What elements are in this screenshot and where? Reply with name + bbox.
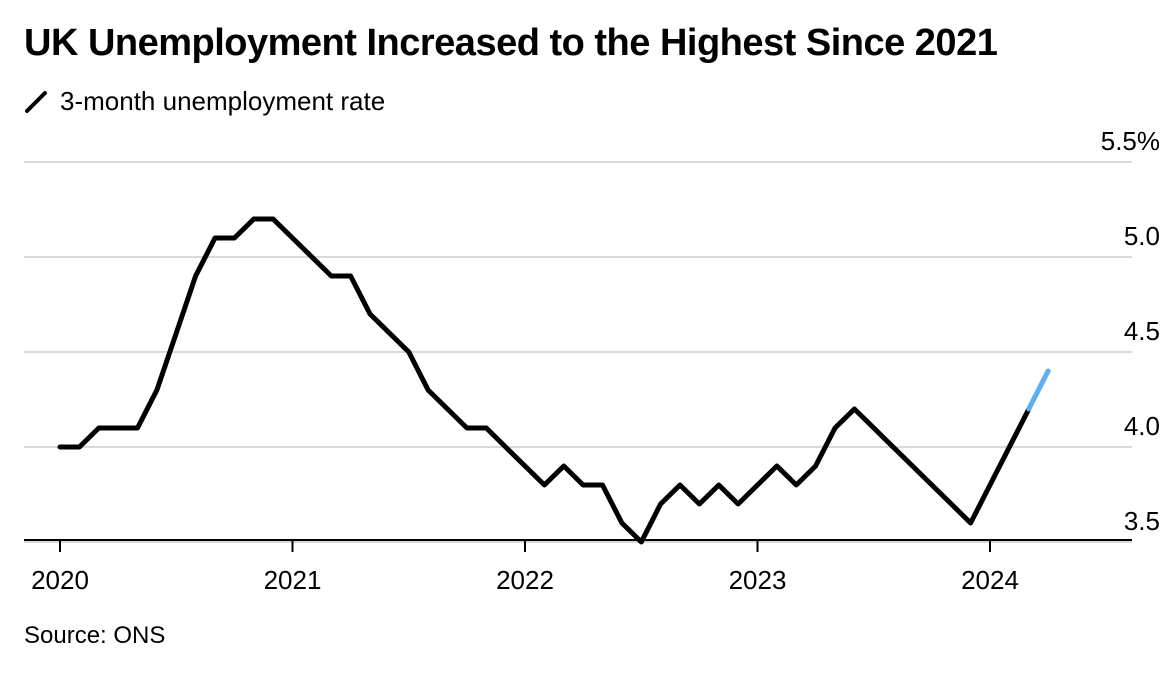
y-tick-label: 4.5: [1124, 316, 1160, 346]
y-tick-label: 4.0: [1124, 411, 1160, 441]
legend: 3-month unemployment rate: [24, 84, 385, 118]
y-tick-label: 5.0: [1124, 221, 1160, 251]
x-tick-label: 2023: [729, 565, 787, 595]
x-tick-label: 2021: [264, 565, 322, 595]
latest-segment-highlight: [1026, 368, 1051, 412]
x-tick-label: 2024: [961, 565, 1019, 595]
chart-title: UK Unemployment Increased to the Highest…: [24, 22, 998, 64]
series-line-unemployment-rate: [57, 216, 1032, 545]
legend-line-icon: [25, 91, 47, 113]
source-note: Source: ONS: [24, 622, 166, 649]
y-tick-label: 5.5%: [1101, 126, 1160, 156]
y-tick-label: 3.5: [1124, 506, 1160, 536]
legend-label: 3-month unemployment rate: [60, 85, 386, 116]
x-tick-label: 2022: [496, 565, 554, 595]
x-tick-label: 2020: [31, 565, 89, 595]
